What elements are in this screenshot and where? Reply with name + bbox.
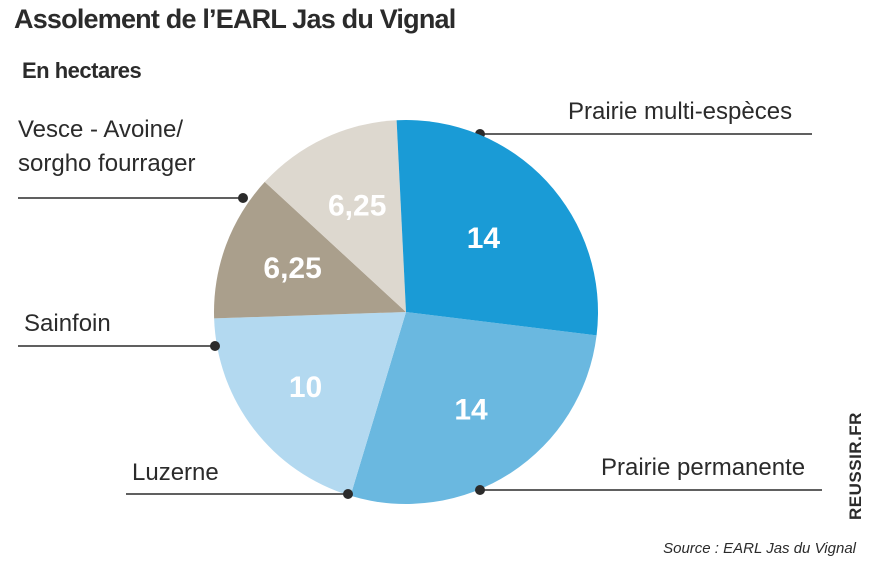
leader-dot xyxy=(475,485,485,495)
slice-prairie-permanente xyxy=(214,312,406,496)
slice-vesce-avoine-sorgho-fourrager xyxy=(396,120,599,336)
category-label: Vesce - Avoine/sorgho fourrager xyxy=(18,116,195,177)
chart-subtitle: En hectares xyxy=(22,58,142,83)
slice-value-label: 6,25 xyxy=(263,252,321,285)
category-label: Prairie multi-espèces xyxy=(568,98,792,125)
site-watermark: REUSSIR.FR xyxy=(846,412,865,520)
slice-value-label: 10 xyxy=(289,371,322,404)
leader-dot xyxy=(238,193,248,203)
slice-value-label: 14 xyxy=(454,394,488,427)
category-label: Prairie permanente xyxy=(601,454,805,481)
chart-title: Assolement de l’EARL Jas du Vignal xyxy=(14,4,456,34)
category-label: Luzerne xyxy=(132,459,219,486)
category-label: Sainfoin xyxy=(24,310,111,337)
leader-dot xyxy=(210,341,220,351)
slice-value-label: 14 xyxy=(467,222,501,255)
slice-prairie-multi-especes xyxy=(350,312,597,504)
leader-dot xyxy=(343,489,353,499)
slice-value-label: 6,25 xyxy=(328,190,386,223)
source-note: Source : EARL Jas du Vignal xyxy=(663,540,856,557)
slice-luzerne xyxy=(214,181,406,319)
slice-sainfoin xyxy=(264,120,406,312)
